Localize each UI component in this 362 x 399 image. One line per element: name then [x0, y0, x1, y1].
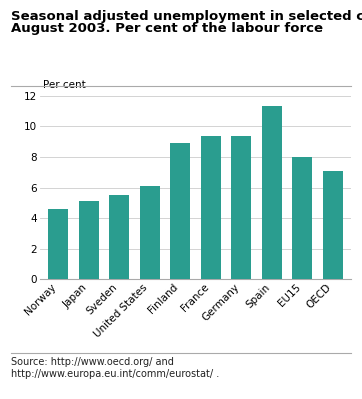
Bar	[292, 157, 312, 279]
Bar	[231, 136, 251, 279]
Bar	[48, 209, 68, 279]
Bar	[323, 171, 343, 279]
Bar	[170, 143, 190, 279]
Text: Per cent: Per cent	[43, 80, 86, 90]
Bar	[79, 201, 98, 279]
Text: Source: http://www.oecd.org/ and
http://www.europa.eu.int/comm/eurostat/ .: Source: http://www.oecd.org/ and http://…	[11, 357, 219, 379]
Bar	[140, 186, 160, 279]
Text: August 2003. Per cent of the labour force: August 2003. Per cent of the labour forc…	[11, 22, 323, 35]
Bar	[262, 107, 282, 279]
Text: Seasonal adjusted unemployment in selected countries,: Seasonal adjusted unemployment in select…	[11, 10, 362, 23]
Bar	[109, 195, 129, 279]
Bar	[201, 136, 221, 279]
